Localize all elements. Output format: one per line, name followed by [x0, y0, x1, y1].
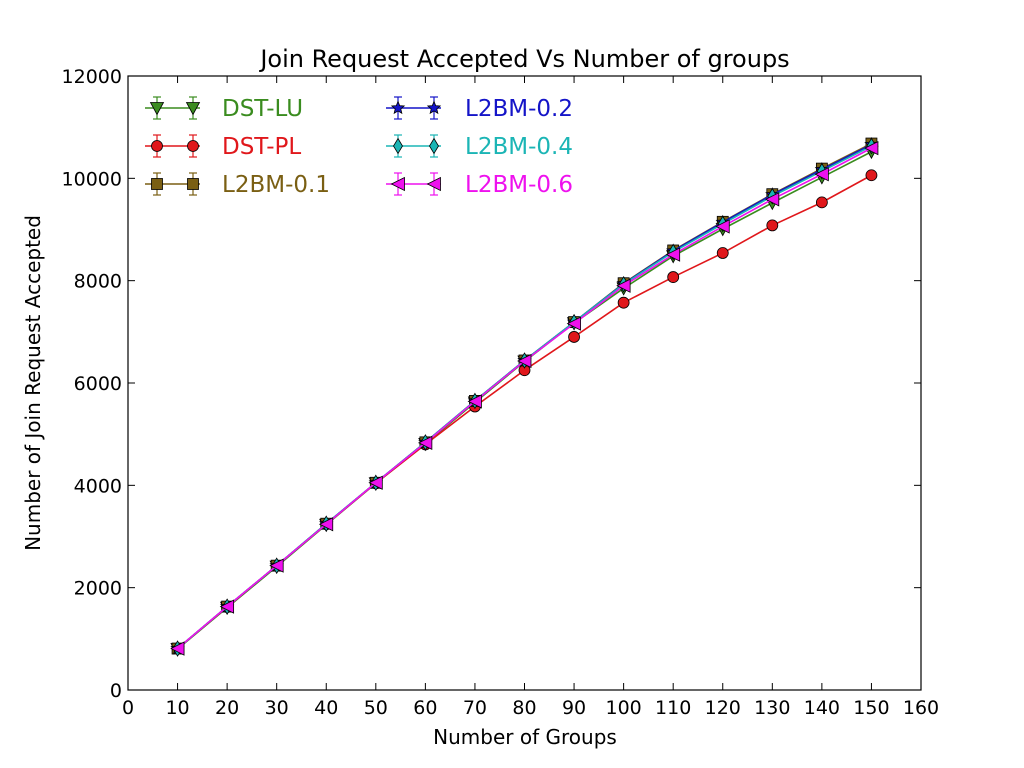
x-tick-label: 60 [413, 697, 437, 719]
legend-marker [426, 100, 442, 115]
series-dst-pl [171, 169, 878, 655]
x-axis-title: Number of Groups [433, 725, 617, 749]
legend-item: DST-PL [145, 134, 301, 160]
data-point [665, 247, 681, 262]
y-axis-title: Number of Join Request Accepted [21, 215, 45, 551]
x-tick-label: 160 [903, 697, 939, 719]
y-tick-label: 2000 [74, 578, 122, 600]
data-point [864, 140, 879, 156]
data-point [517, 353, 532, 369]
x-tick-label: 50 [364, 697, 388, 719]
legend-item: L2BM-0.6 [386, 172, 573, 198]
series-l2bm-0-4 [172, 137, 877, 657]
data-point [716, 247, 729, 259]
series-l2bm-0-6 [170, 140, 879, 656]
plot-area-frame [127, 75, 922, 691]
legend-marker [151, 178, 163, 190]
y-tick-label: 4000 [74, 475, 122, 497]
data-point [815, 196, 828, 209]
data-point [417, 435, 433, 451]
x-tick-label: 90 [562, 697, 586, 719]
series-line [177, 174, 872, 650]
legend-label: DST-LU [222, 96, 303, 122]
legend-marker [390, 176, 405, 192]
series-layer [170, 137, 879, 657]
x-tick-label: 80 [512, 697, 536, 719]
data-point [568, 331, 580, 343]
x-tick-label: 110 [655, 697, 691, 719]
data-point [865, 169, 878, 182]
legend-item: L2BM-0.2 [386, 96, 573, 122]
data-point [616, 278, 631, 293]
data-point [269, 558, 284, 573]
x-tick-label: 120 [705, 697, 741, 719]
x-tick-label: 30 [265, 697, 289, 719]
legend-label: L2BM-0.2 [465, 96, 573, 122]
data-point [170, 641, 185, 656]
x-tick-label: 150 [853, 697, 889, 719]
x-tick-label: 140 [804, 697, 840, 719]
legend: DST-LU DST-PL L2BM-0.1 L2BM-0.2 L2BM-0.4 L2BM… [145, 96, 573, 198]
data-point [814, 167, 829, 182]
data-point [715, 219, 730, 234]
legend-item: L2BM-0.1 [145, 172, 330, 198]
x-tick-label: 130 [754, 697, 790, 719]
y-tick-label: 12000 [62, 66, 122, 88]
series-line [177, 142, 872, 650]
x-tick-label: 0 [122, 697, 134, 719]
data-point [368, 475, 383, 490]
legend-item: DST-LU [145, 96, 303, 122]
data-point [667, 271, 680, 283]
x-tick-label: 70 [463, 697, 487, 719]
data-point [617, 296, 630, 309]
y-tick-label: 10000 [62, 168, 122, 190]
legend-marker [390, 100, 406, 115]
y-tick-label: 6000 [74, 373, 122, 395]
series-line [177, 145, 872, 650]
legend-item: L2BM-0.4 [386, 134, 573, 160]
series-l2bm-0-1 [171, 137, 878, 655]
y-tick-label: 0 [110, 680, 122, 702]
legend-marker [149, 102, 165, 116]
chart-title: Join Request Accepted Vs Number of group… [258, 45, 789, 73]
data-point [766, 219, 779, 232]
legend-marker [151, 140, 163, 152]
legend-marker [429, 137, 439, 155]
legend-marker [185, 102, 201, 116]
legend-label: DST-PL [222, 134, 301, 160]
data-point [467, 394, 482, 409]
series-l2bm-0-2 [170, 137, 879, 655]
axis-ticks: 0 10 20 30 40 50 60 70 80 90 100 110 120 130 140 150 160… [62, 66, 940, 719]
legend-marker [426, 176, 441, 192]
y-tick-label: 8000 [74, 271, 122, 293]
legend-label: L2BM-0.4 [465, 134, 573, 160]
legend-marker [393, 137, 403, 155]
x-tick-label: 100 [605, 697, 641, 719]
x-tick-label: 40 [314, 697, 338, 719]
data-point [219, 599, 235, 614]
series-line [177, 143, 872, 650]
legend-marker [187, 178, 199, 190]
data-point [566, 316, 581, 331]
x-tick-label: 20 [215, 697, 239, 719]
x-tick-label: 10 [165, 697, 189, 719]
legend-label: L2BM-0.6 [465, 172, 573, 198]
data-point [764, 192, 780, 207]
legend-label: L2BM-0.1 [222, 172, 330, 198]
legend-marker [187, 140, 199, 152]
data-point [318, 517, 334, 532]
